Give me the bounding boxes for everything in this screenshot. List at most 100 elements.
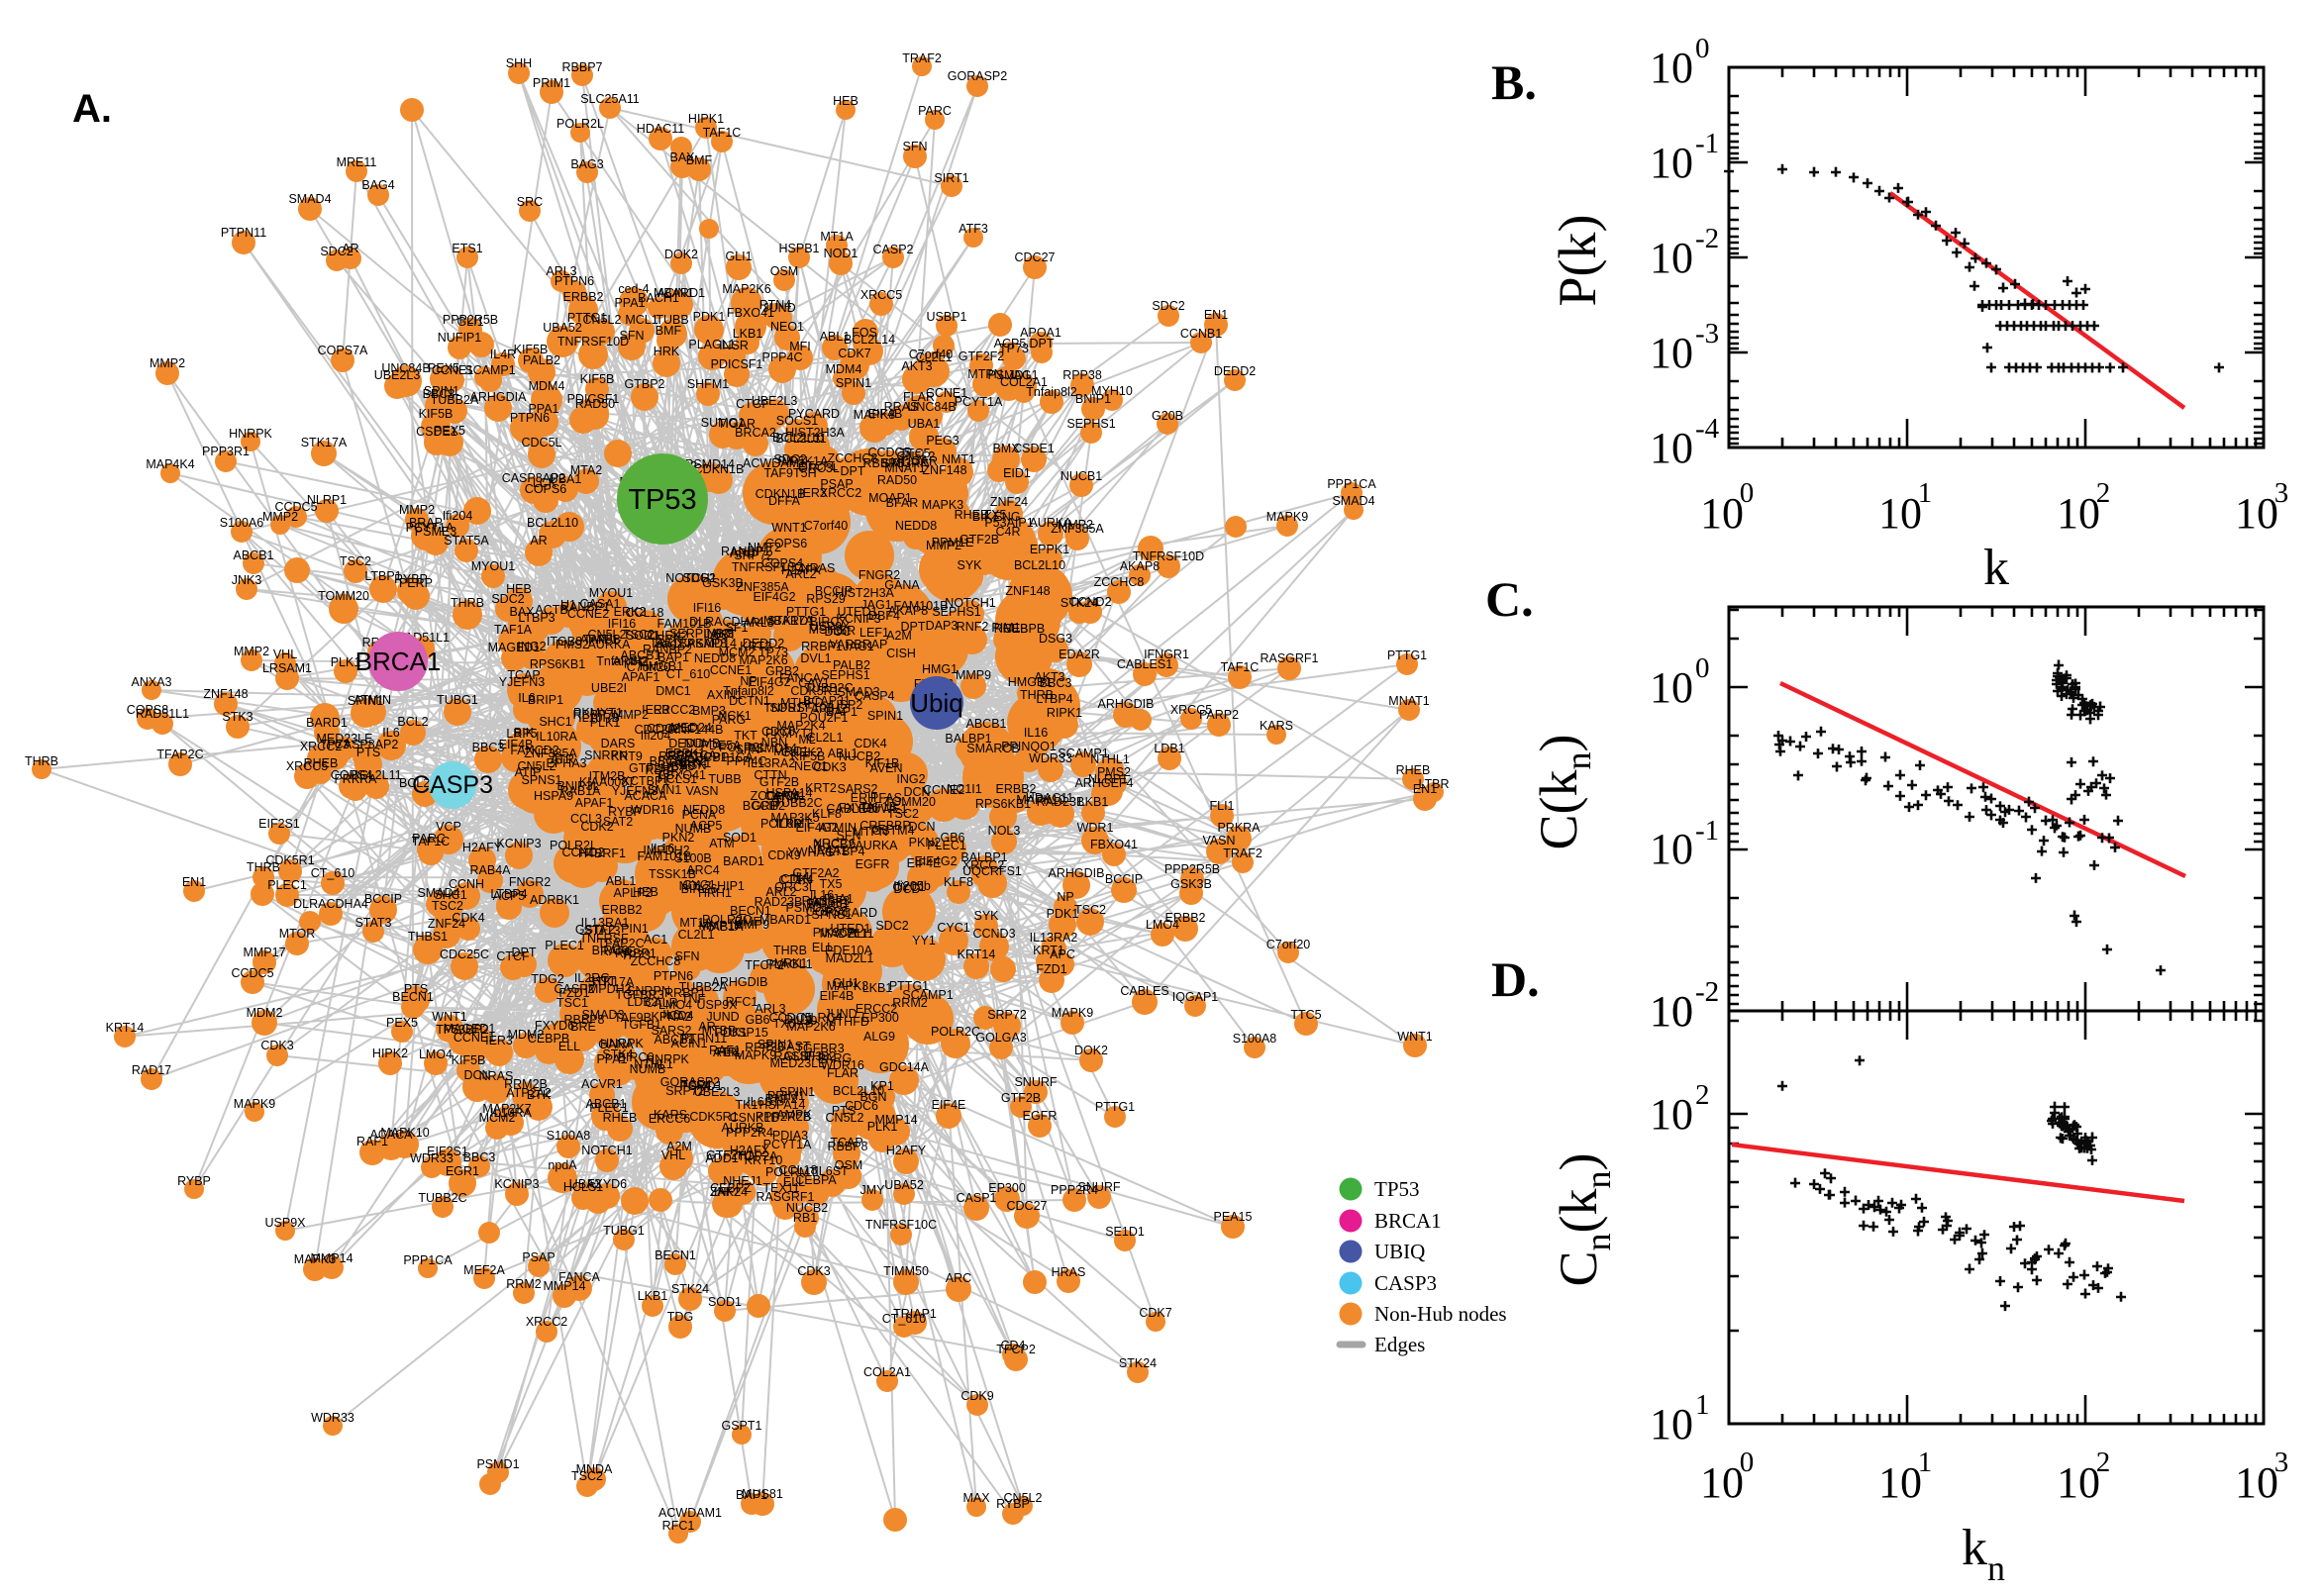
svg-text:ERBB2: ERBB2 xyxy=(996,782,1037,796)
svg-text:JAG1: JAG1 xyxy=(860,598,891,612)
svg-text:IL4: IL4 xyxy=(792,870,809,884)
svg-text:LTBP4: LTBP4 xyxy=(828,845,864,858)
svg-text:PARC: PARC xyxy=(412,832,446,846)
svg-text:PPP2R5B: PPP2R5B xyxy=(1164,862,1220,876)
svg-text:CDK9: CDK9 xyxy=(767,848,800,862)
svg-text:SPIN1: SPIN1 xyxy=(867,709,903,723)
svg-text:BCCIP: BCCIP xyxy=(1105,872,1143,886)
svg-text:TX5: TX5 xyxy=(984,508,1007,522)
svg-text:KRT2: KRT2 xyxy=(805,781,837,795)
svg-text:WNT1: WNT1 xyxy=(1397,1030,1432,1044)
svg-text:PDK1: PDK1 xyxy=(715,1026,748,1040)
svg-text:GTF2B: GTF2B xyxy=(1001,1091,1041,1105)
svg-text:ATR: ATR xyxy=(713,1046,737,1059)
svg-text:NCK1: NCK1 xyxy=(718,709,751,723)
svg-text:BAG3: BAG3 xyxy=(570,157,603,171)
svg-text:MTHFD: MTHFD xyxy=(826,1015,869,1029)
svg-text:TSC2: TSC2 xyxy=(1074,903,1106,917)
svg-text:CDK3: CDK3 xyxy=(797,1264,830,1278)
svg-text:MMP9: MMP9 xyxy=(956,668,991,682)
svg-text:FNGR2: FNGR2 xyxy=(858,568,900,582)
svg-text:ATMIN: ATMIN xyxy=(819,821,857,835)
svg-text:VASN: VASN xyxy=(1202,834,1235,848)
svg-text:CCNB1: CCNB1 xyxy=(1180,327,1222,341)
svg-text:TSC2: TSC2 xyxy=(571,1469,603,1483)
svg-text:RASSF3: RASSF3 xyxy=(802,894,851,908)
svg-text:FAM101B: FAM101B xyxy=(638,849,692,863)
svg-text:DCN: DCN xyxy=(463,1068,490,1082)
svg-text:IER3: IER3 xyxy=(485,1034,513,1047)
svg-text:NP: NP xyxy=(740,674,757,688)
svg-text:SARS2: SARS2 xyxy=(652,1024,692,1038)
svg-text:RRM2B: RRM2B xyxy=(504,1077,548,1091)
svg-text:TUBG1: TUBG1 xyxy=(437,693,478,707)
svg-text:BCAP31: BCAP31 xyxy=(803,694,851,708)
svg-text:BAP1: BAP1 xyxy=(736,1488,767,1502)
svg-text:AKAP8: AKAP8 xyxy=(888,604,928,618)
svg-text:PRIM1: PRIM1 xyxy=(533,76,570,90)
svg-text:CASP4: CASP4 xyxy=(855,689,895,703)
svg-text:HNRPK: HNRPK xyxy=(229,427,272,441)
svg-text:PSAP: PSAP xyxy=(522,1250,555,1264)
svg-text:CASP3: CASP3 xyxy=(412,771,493,799)
svg-text:FLI1: FLI1 xyxy=(1209,799,1234,813)
svg-text:RHEB: RHEB xyxy=(955,508,989,522)
svg-text:2: 2 xyxy=(1695,1079,1710,1111)
svg-text:CISH: CISH xyxy=(886,647,916,660)
svg-text:RFC1: RFC1 xyxy=(662,1519,695,1533)
svg-text:EIF2S1: EIF2S1 xyxy=(258,817,300,831)
svg-text:DPT: DPT xyxy=(841,464,865,478)
svg-text:SOD1: SOD1 xyxy=(708,1295,742,1309)
svg-text:ARHGDIB: ARHGDIB xyxy=(1049,866,1105,880)
svg-text:FAM101B: FAM101B xyxy=(894,599,949,613)
svg-text:ZNF385A: ZNF385A xyxy=(736,580,789,594)
svg-text:10: 10 xyxy=(1650,424,1693,472)
svg-text:DCC: DCC xyxy=(824,625,851,639)
svg-text:SHFM1: SHFM1 xyxy=(687,377,729,391)
svg-text:USBP1: USBP1 xyxy=(927,310,967,324)
svg-text:NUCB1: NUCB1 xyxy=(1060,469,1102,483)
svg-text:CABLES: CABLES xyxy=(1120,984,1168,998)
svg-text:IER3: IER3 xyxy=(642,703,669,717)
svg-text:CCL18: CCL18 xyxy=(779,1163,818,1177)
svg-text:SMAD3: SMAD3 xyxy=(581,1008,624,1022)
svg-text:RAD23B: RAD23B xyxy=(1037,795,1085,809)
svg-text:MED23LE: MED23LE xyxy=(317,732,373,746)
svg-text:ARL3: ARL3 xyxy=(755,1002,785,1016)
svg-text:NUMB: NUMB xyxy=(630,1062,666,1076)
svg-text:PTTG1: PTTG1 xyxy=(567,311,607,325)
svg-text:NEDD8: NEDD8 xyxy=(895,519,937,533)
svg-text:NOTCH1: NOTCH1 xyxy=(581,1144,632,1157)
svg-text:MT1A: MT1A xyxy=(820,230,854,244)
svg-text:ETS1: ETS1 xyxy=(452,242,482,255)
svg-text:H4BRF1: H4BRF1 xyxy=(578,847,626,860)
svg-text:P53AIP1: P53AIP1 xyxy=(984,516,1033,530)
svg-text:LTBP4: LTBP4 xyxy=(1036,692,1072,706)
svg-text:MNAT1: MNAT1 xyxy=(1388,694,1429,708)
svg-text:ERK2: ERK2 xyxy=(614,605,647,619)
svg-text:RPS6KB1: RPS6KB1 xyxy=(975,797,1031,811)
svg-text:H2AFY: H2AFY xyxy=(462,841,503,854)
svg-text:BMF: BMF xyxy=(686,153,713,167)
svg-text:TAF1B: TAF1B xyxy=(859,800,897,814)
svg-text:U1: U1 xyxy=(560,598,576,612)
svg-text:OSM: OSM xyxy=(770,264,798,278)
svg-text:ATMIN: ATMIN xyxy=(354,693,391,707)
svg-text:PYCARD: PYCARD xyxy=(788,407,840,421)
svg-text:RAD50: RAD50 xyxy=(575,397,615,411)
svg-text:TP53: TP53 xyxy=(1374,1177,1420,1201)
svg-text:-1: -1 xyxy=(1695,128,1719,159)
svg-text:IL16: IL16 xyxy=(1024,726,1048,740)
svg-text:SRP72: SRP72 xyxy=(987,1008,1027,1022)
svg-text:SDC2: SDC2 xyxy=(491,592,524,606)
svg-text:A2M: A2M xyxy=(886,629,912,643)
svg-text:RANBP1: RANBP1 xyxy=(721,545,770,558)
svg-text:FANCA: FANCA xyxy=(558,1270,600,1284)
svg-text:MAPK9: MAPK9 xyxy=(1052,1006,1093,1020)
svg-text:10: 10 xyxy=(2235,489,2278,538)
svg-text:TUBG1: TUBG1 xyxy=(603,1224,645,1238)
svg-text:IFI16: IFI16 xyxy=(693,601,722,615)
svg-text:MAPK3: MAPK3 xyxy=(294,1252,336,1266)
svg-text:LMO4: LMO4 xyxy=(658,998,692,1012)
svg-text:ITM2B: ITM2B xyxy=(589,769,626,783)
